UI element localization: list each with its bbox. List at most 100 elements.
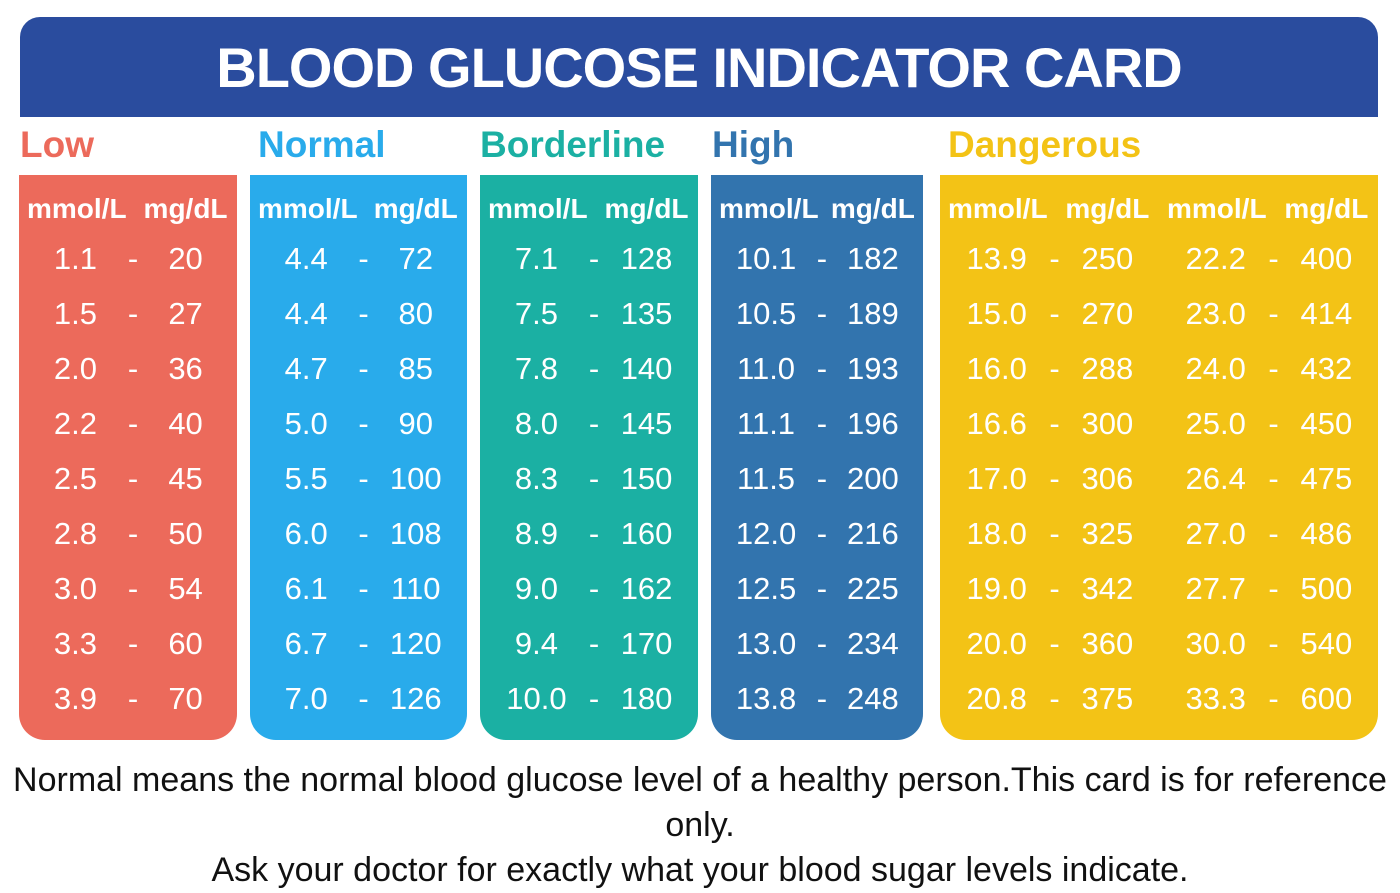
table-row: 22.2-400 [1167,241,1370,277]
mg-value: 50 [168,515,203,551]
range-dash: - [1049,515,1060,551]
unit-mmol-header: mmol/L [1167,193,1267,224]
range-dash: - [816,680,828,716]
category-label-dangerous: Dangerous [948,124,1142,165]
mg-value: 234 [846,625,899,661]
table-row: 3.9-70 [27,681,229,717]
unit-header-row: mmol/L mg/dL [1167,187,1370,231]
table-row: 19.0-342 [948,571,1151,607]
mmol-value: 11.1 [737,405,796,441]
table-row: 1.1-20 [27,241,229,277]
panel-low: mmol/L mg/dL 1.1-20 1.5-27 2.0-36 2.2-40 2.5-4… [19,175,237,740]
table-row: 4.4-72 [258,241,459,277]
range-dash: - [1268,680,1279,716]
table-row: 6.7-120 [258,626,459,662]
mmol-value: 1.5 [53,295,98,331]
mg-value: 135 [620,295,673,331]
unit-mmol-header: mmol/L [948,193,1048,224]
mg-value: 40 [168,405,203,441]
unit-mmol-header: mmol/L [719,193,819,224]
category-label-low: Low [20,124,94,165]
range-dash: - [358,570,369,606]
mmol-value: 3.0 [53,570,98,606]
mg-value: 60 [168,625,203,661]
mmol-value: 20.0 [966,625,1027,661]
mmol-value: 20.8 [966,680,1027,716]
table-row: 20.8-375 [948,681,1151,717]
mmol-value: 11.5 [737,460,796,496]
mg-value: 162 [620,570,673,606]
mmol-value: 8.0 [514,405,559,441]
range-dash: - [358,350,369,386]
mg-value: 193 [846,350,899,386]
mmol-value: 13.0 [735,625,797,661]
range-dash: - [1049,295,1060,331]
range-dash: - [358,515,369,551]
value-rows: 4.4-72 4.4-80 4.7-85 5.0-90 5.5-100 6.0-108 6.… [258,231,459,726]
category-label-borderline: Borderline [480,124,666,165]
unit-mg-header: mg/dL [373,193,458,224]
mg-value: 80 [398,295,433,331]
table-row: 10.0-180 [488,681,690,717]
table-row: 13.8-248 [719,681,915,717]
table-row: 1.5-27 [27,296,229,332]
range-dash: - [816,460,828,496]
value-rows: 7.1-128 7.5-135 7.8-140 8.0-145 8.3-150 8.9-1… [488,231,690,726]
mg-value: 540 [1300,625,1353,661]
range-dash: - [816,295,828,331]
mmol-value: 33.3 [1185,680,1246,716]
table-row: 5.5-100 [258,461,459,497]
mmol-value: 2.2 [53,405,98,441]
range-dash: - [1268,405,1279,441]
mmol-value: 18.0 [966,515,1027,551]
mmol-value: 3.9 [53,680,98,716]
mmol-value: 12.0 [735,515,797,551]
table-row: 8.9-160 [488,516,690,552]
range-dash: - [1268,295,1279,331]
table-row: 11.1-196 [719,406,915,442]
range-dash: - [1049,570,1060,606]
unit-pair-column: mmol/L mg/dL 13.9-250 15.0-270 16.0-288 16.6-… [940,175,1159,740]
mmol-value: 1.1 [53,240,98,276]
mmol-value: 3.3 [53,625,98,661]
range-dash: - [127,680,139,716]
range-dash: - [588,350,600,386]
mg-value: 70 [168,680,203,716]
unit-header-row: mmol/L mg/dL [27,187,229,231]
table-row: 24.0-432 [1167,351,1370,387]
range-dash: - [816,625,828,661]
mg-value: 375 [1081,680,1134,716]
table-row: 13.9-250 [948,241,1151,277]
mmol-value: 16.0 [966,350,1027,386]
range-dash: - [816,405,828,441]
table-row: 4.7-85 [258,351,459,387]
panel-dangerous: mmol/L mg/dL 13.9-250 15.0-270 16.0-288 16.6-… [940,175,1378,740]
table-row: 12.5-225 [719,571,915,607]
mmol-value: 24.0 [1185,350,1246,386]
mmol-value: 13.8 [735,680,797,716]
mmol-value: 12.5 [735,570,797,606]
mg-value: 120 [389,625,442,661]
mg-value: 27 [168,295,203,331]
unit-pair-column: mmol/L mg/dL 10.1-182 10.5-189 11.0-193 11.1-… [711,175,923,740]
table-row: 17.0-306 [948,461,1151,497]
mg-value: 110 [391,570,441,606]
unit-header-row: mmol/L mg/dL [948,187,1151,231]
range-dash: - [588,680,600,716]
mg-value: 248 [846,680,899,716]
mg-value: 475 [1300,460,1353,496]
range-dash: - [1049,625,1060,661]
range-dash: - [358,295,369,331]
range-dash: - [358,240,369,276]
table-row: 7.0-126 [258,681,459,717]
table-row: 12.0-216 [719,516,915,552]
range-dash: - [1268,515,1279,551]
value-rows: 10.1-182 10.5-189 11.0-193 11.1-196 11.5-200… [719,231,915,726]
table-row: 13.0-234 [719,626,915,662]
mmol-value: 2.0 [53,350,98,386]
mmol-value: 2.5 [53,460,98,496]
mmol-value: 4.4 [284,240,328,276]
mmol-value: 4.4 [284,295,328,331]
panel-normal: mmol/L mg/dL 4.4-72 4.4-80 4.7-85 5.0-90 5.5-1… [250,175,467,740]
range-dash: - [816,515,828,551]
